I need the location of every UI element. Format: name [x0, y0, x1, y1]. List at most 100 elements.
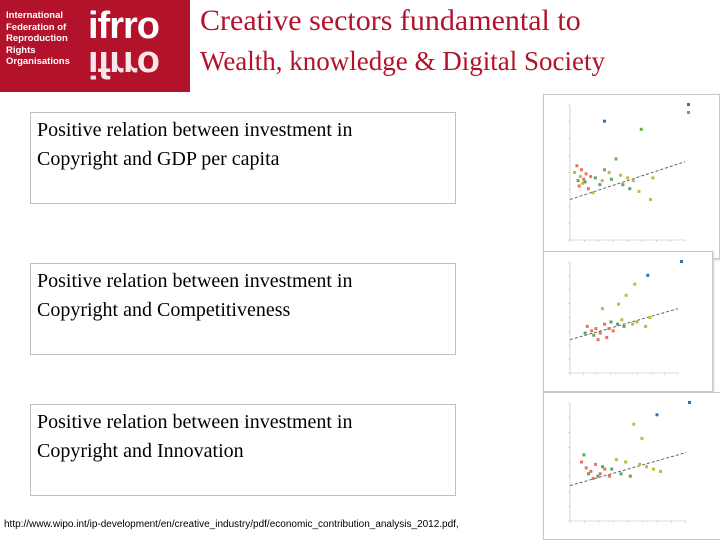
data-point [591, 477, 595, 481]
trend-line [569, 161, 686, 200]
data-point [584, 172, 588, 176]
data-point [598, 331, 602, 335]
data-point [631, 179, 635, 183]
data-point [607, 474, 611, 478]
data-point [589, 175, 593, 179]
data-point [580, 168, 583, 172]
data-point [624, 293, 628, 297]
data-point [644, 324, 648, 328]
data-point [573, 171, 577, 174]
scatter-chart-gdp [543, 94, 720, 259]
data-point [594, 327, 598, 331]
data-point [646, 273, 650, 277]
data-point [587, 472, 591, 476]
data-point [632, 422, 636, 426]
data-point [609, 177, 613, 181]
data-point [598, 472, 602, 476]
data-point [583, 180, 587, 184]
trend-line [569, 452, 687, 487]
text-box-gdp-label: Positive relation between investment in … [37, 119, 353, 170]
data-point [622, 324, 626, 328]
data-point [603, 119, 606, 123]
logo-org-text: International Federation of Reproduction… [6, 10, 70, 67]
data-point [600, 179, 604, 183]
trend-line [569, 308, 679, 341]
data-point [589, 469, 593, 473]
data-point [640, 436, 644, 440]
data-point [620, 318, 624, 322]
data-point [605, 335, 609, 339]
data-point [621, 183, 625, 187]
data-point [611, 329, 615, 333]
data-point [626, 176, 629, 180]
data-point [658, 469, 662, 473]
data-point [575, 164, 579, 168]
data-point [616, 322, 620, 326]
data-point [581, 181, 585, 185]
data-point [591, 191, 595, 195]
text-box-innovation-label: Positive relation between investment in … [37, 411, 353, 462]
data-point [600, 465, 604, 469]
data-point [619, 173, 623, 177]
data-point [617, 302, 621, 306]
data-point [614, 157, 618, 161]
data-point [584, 466, 588, 470]
text-box-competitiveness-label: Positive relation between investment in … [37, 270, 353, 321]
scatter-chart-competitiveness [543, 251, 713, 392]
data-point [655, 413, 659, 417]
data-point [576, 179, 580, 183]
text-box-innovation: Positive relation between investment in … [30, 404, 456, 496]
data-point [585, 324, 589, 328]
data-point [580, 460, 584, 464]
data-point [593, 176, 597, 180]
data-point [596, 338, 600, 342]
data-point [598, 183, 602, 187]
slide-title-line1: Creative sectors fundamental to [200, 4, 581, 37]
data-point [648, 316, 652, 319]
scatter-chart-innovation [543, 392, 720, 540]
text-box-competitiveness: Positive relation between investment in … [30, 263, 456, 355]
logo-brand: ifrro [88, 5, 160, 47]
data-point [651, 176, 655, 180]
data-point [603, 467, 607, 471]
text-box-gdp: Positive relation between investment in … [30, 112, 456, 204]
data-point [600, 307, 604, 311]
legend-marker [687, 103, 690, 106]
data-point [603, 168, 606, 172]
data-point [628, 474, 632, 478]
data-point [607, 327, 611, 331]
data-point [637, 189, 641, 193]
slide-title-line2: Wealth, knowledge & Digital Society [200, 46, 605, 76]
data-point [586, 187, 590, 191]
data-point [590, 329, 594, 333]
legend-marker [688, 401, 691, 404]
scatter-chart-innovation-svg [568, 401, 691, 523]
data-point [649, 198, 652, 201]
data-point [582, 177, 586, 181]
data-point [639, 127, 643, 131]
logo-brand-reflection: ifrro [88, 43, 159, 85]
data-point [628, 187, 632, 191]
legend-marker [687, 111, 690, 114]
data-point [578, 175, 582, 179]
data-point [645, 465, 649, 469]
data-point [624, 460, 628, 464]
scatter-chart-competitiveness-svg [568, 260, 683, 375]
data-point [610, 467, 614, 471]
data-point [582, 453, 586, 457]
data-point [631, 322, 635, 326]
data-point [603, 322, 607, 326]
data-point [596, 474, 600, 478]
data-point [652, 467, 656, 471]
data-point [635, 320, 639, 324]
data-point [633, 282, 637, 286]
data-point [607, 171, 611, 174]
data-point [609, 320, 613, 324]
data-point [614, 458, 618, 462]
data-point [592, 333, 596, 337]
data-point [583, 331, 587, 335]
scatter-chart-gdp-svg [568, 103, 690, 242]
ifrro-logo: International Federation of Reproduction… [0, 0, 190, 92]
data-point [619, 472, 623, 476]
data-point [577, 184, 581, 188]
